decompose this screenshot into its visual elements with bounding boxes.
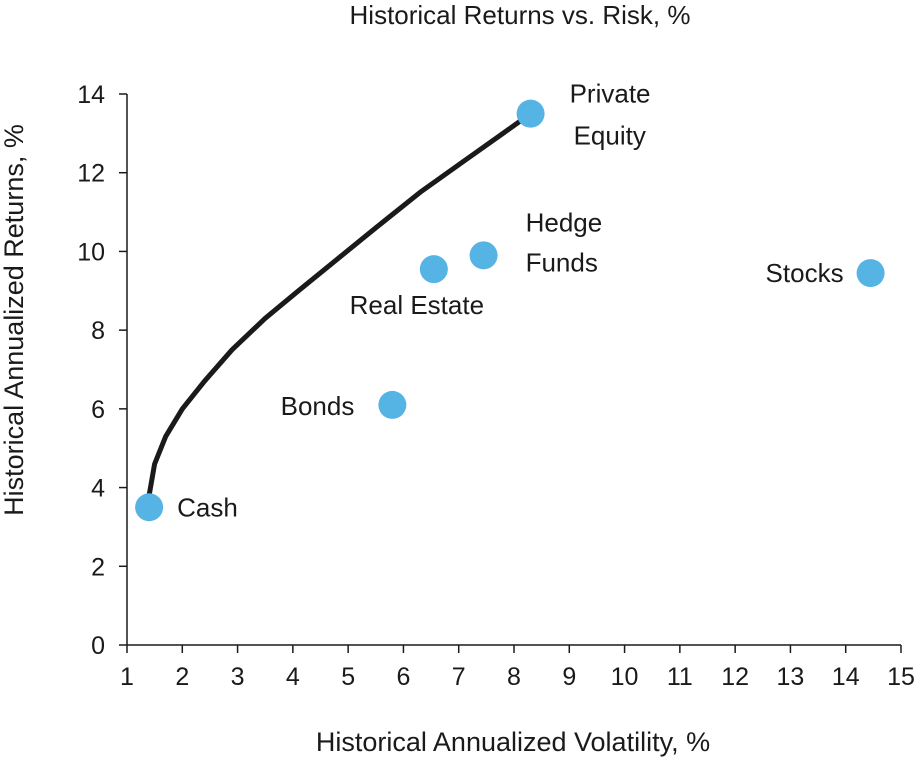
point-cash bbox=[135, 493, 164, 522]
x-tick-label: 13 bbox=[777, 663, 805, 691]
y-tick-label: 2 bbox=[91, 553, 105, 581]
x-tick-label: 2 bbox=[175, 663, 189, 691]
y-tick-label: 14 bbox=[77, 81, 105, 109]
x-tick-label: 15 bbox=[887, 663, 914, 691]
point-label-cash: Cash bbox=[177, 492, 238, 522]
x-tick-label: 1 bbox=[120, 663, 134, 691]
x-tick-label: 9 bbox=[562, 663, 576, 691]
x-tick-label: 6 bbox=[396, 663, 410, 691]
x-tick-label: 7 bbox=[452, 663, 466, 691]
x-tick-label: 10 bbox=[611, 663, 639, 691]
point-label-stocks: Stocks bbox=[766, 258, 844, 288]
x-axis-label: Historical Annualized Volatility, % bbox=[316, 727, 710, 757]
x-tick-label: 5 bbox=[341, 663, 355, 691]
y-tick-label: 12 bbox=[77, 160, 105, 188]
point-private-equity bbox=[516, 99, 545, 128]
frontier-line bbox=[146, 111, 534, 498]
point-label-real-estate: Real Estate bbox=[350, 290, 484, 320]
chart-title: Historical Returns vs. Risk, % bbox=[350, 0, 691, 30]
frontier-layer bbox=[146, 111, 534, 498]
x-tick-label: 4 bbox=[286, 663, 300, 691]
point-label-private-equity: Private Equity bbox=[570, 79, 651, 151]
y-tick-label: 0 bbox=[91, 632, 105, 660]
point-real-estate bbox=[419, 255, 448, 284]
y-tick-label: 4 bbox=[91, 475, 105, 503]
point-stocks bbox=[856, 259, 885, 288]
x-tick-label: 8 bbox=[507, 663, 521, 691]
point-bonds bbox=[378, 390, 407, 419]
y-axis-label: Historical Annualized Returns, % bbox=[0, 124, 29, 516]
point-label-hedge-funds: Hedge Funds bbox=[526, 207, 603, 277]
x-tick-label: 11 bbox=[667, 663, 693, 691]
x-tick-label: 14 bbox=[832, 663, 860, 691]
point-labels-layer: Cash Bonds Real Estate Hedge Funds Private Equ… bbox=[177, 79, 843, 523]
x-tick-label: 12 bbox=[721, 663, 749, 691]
point-label-bonds: Bonds bbox=[281, 391, 355, 421]
points-layer bbox=[135, 99, 885, 522]
point-hedge-funds bbox=[469, 241, 498, 270]
y-tick-label: 8 bbox=[91, 317, 105, 345]
x-tick-label: 3 bbox=[231, 663, 245, 691]
y-tick-label: 10 bbox=[77, 238, 105, 266]
y-tick-label: 6 bbox=[91, 396, 105, 424]
